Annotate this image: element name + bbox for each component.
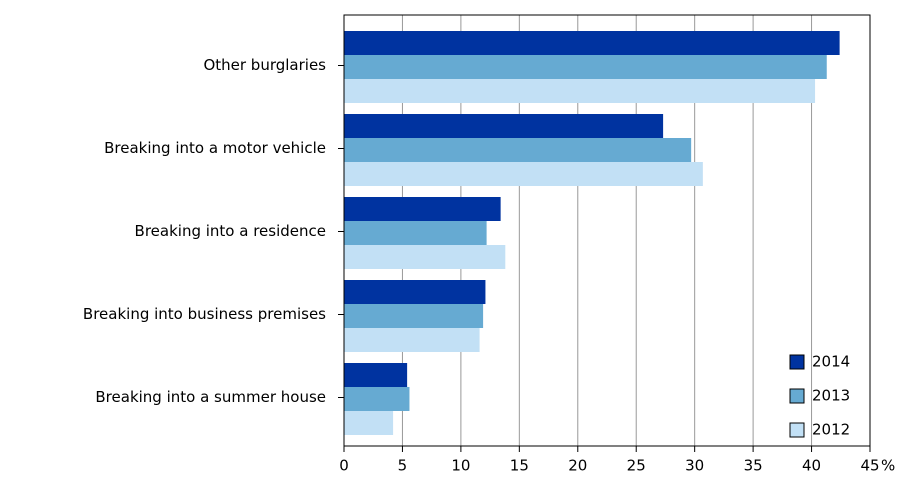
x-tick-label: 25	[627, 457, 646, 475]
bar	[344, 411, 394, 435]
bar	[344, 328, 480, 352]
y-tick-label: Breaking into business premises	[83, 305, 326, 323]
x-tick-label: 35	[744, 457, 763, 475]
y-tick-label: Breaking into a residence	[135, 222, 326, 240]
x-tick-label: 20	[568, 457, 587, 475]
bar	[344, 304, 484, 328]
bar	[344, 280, 486, 304]
plot-frame	[343, 14, 871, 447]
y-tick-label: Breaking into a motor vehicle	[104, 139, 326, 157]
x-tick-label: 30	[685, 457, 704, 475]
bar	[344, 162, 703, 186]
bar	[344, 197, 501, 221]
x-tick-label: 15	[510, 457, 529, 475]
legend-swatch	[789, 388, 805, 404]
x-tick-label: 5	[398, 457, 408, 475]
y-tick-label: Breaking into a summer house	[95, 388, 326, 406]
bar	[344, 138, 692, 162]
bar	[344, 387, 410, 411]
legend-swatch	[789, 354, 805, 370]
bar	[344, 363, 408, 387]
bar	[344, 221, 487, 245]
x-tick-label: 10	[451, 457, 470, 475]
bar	[344, 114, 664, 138]
legend-label: 2012	[812, 421, 850, 439]
bar	[344, 245, 506, 269]
bar	[344, 79, 816, 103]
legend-label: 2014	[812, 353, 850, 371]
bar	[344, 31, 840, 55]
y-tick-label: Other burglaries	[203, 56, 326, 74]
legend-label: 2013	[812, 387, 850, 405]
legend-swatch	[789, 422, 805, 438]
bar	[344, 55, 827, 79]
x-unit: %	[881, 457, 895, 475]
x-tick-label: 0	[339, 457, 349, 475]
x-tick-label: 40	[802, 457, 821, 475]
x-tick-label: 45	[860, 457, 879, 475]
